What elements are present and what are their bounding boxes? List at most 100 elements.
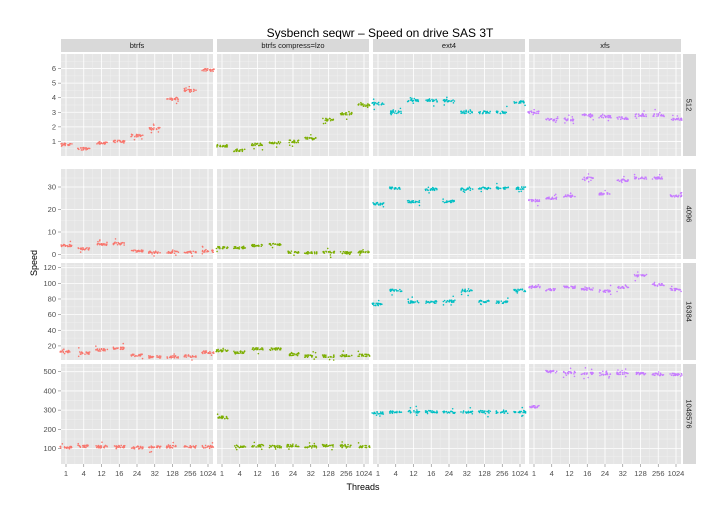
- data-point: [333, 355, 335, 358]
- data-point: [530, 111, 533, 114]
- x-tick-label: 1: [220, 469, 224, 478]
- data-point: [566, 119, 569, 121]
- data-point: [233, 445, 236, 447]
- data-point: [588, 113, 591, 116]
- data-point: [131, 249, 134, 252]
- data-point: [678, 194, 680, 197]
- data-point: [605, 373, 607, 375]
- data-point: [380, 103, 383, 106]
- data-point: [106, 243, 108, 245]
- data-point: [413, 409, 415, 412]
- row-strip-background: [683, 263, 696, 360]
- data-point: [87, 147, 90, 150]
- data-point: [205, 68, 207, 71]
- data-point: [368, 445, 371, 448]
- data-point: [599, 374, 601, 377]
- data-point: [378, 103, 380, 106]
- data-point: [204, 446, 207, 449]
- x-tick-label: 24: [133, 469, 141, 478]
- data-point: [552, 287, 555, 290]
- data-point: [643, 110, 645, 112]
- data-point: [411, 97, 413, 100]
- data-point: [471, 289, 473, 292]
- data-point: [193, 446, 195, 448]
- data-point: [565, 119, 568, 122]
- data-point: [85, 147, 87, 150]
- data-point: [220, 349, 223, 352]
- data-point: [189, 356, 192, 358]
- data-point: [187, 355, 190, 357]
- data-point: [201, 351, 203, 354]
- data-point: [418, 199, 421, 202]
- data-point: [567, 372, 570, 375]
- data-point: [287, 445, 290, 447]
- data-point: [381, 303, 383, 306]
- data-point: [141, 357, 144, 360]
- data-point: [395, 290, 398, 292]
- data-point: [95, 444, 97, 447]
- data-point: [260, 245, 263, 248]
- data-point: [98, 140, 101, 143]
- data-point: [426, 412, 429, 415]
- data-point: [77, 442, 80, 445]
- data-point: [442, 300, 445, 303]
- data-point: [270, 347, 273, 349]
- data-point: [251, 445, 253, 448]
- data-point: [157, 131, 160, 133]
- data-point: [294, 445, 297, 447]
- data-point: [151, 251, 153, 254]
- data-point: [323, 250, 325, 253]
- data-point: [83, 147, 85, 150]
- data-point: [530, 198, 532, 201]
- data-point: [528, 285, 531, 288]
- data-point: [523, 101, 525, 103]
- y-tick-label: 60: [48, 310, 56, 319]
- data-point: [349, 251, 352, 254]
- data-point: [185, 251, 188, 254]
- data-point: [328, 444, 331, 447]
- data-point: [323, 445, 326, 447]
- data-point: [412, 201, 415, 204]
- data-point: [97, 444, 100, 447]
- data-point: [624, 180, 627, 182]
- data-point: [670, 195, 673, 198]
- data-point: [84, 353, 86, 355]
- data-point: [152, 355, 155, 358]
- data-point: [191, 255, 194, 257]
- data-point: [68, 448, 71, 450]
- data-point: [99, 243, 101, 246]
- data-point: [471, 410, 473, 413]
- x-tick-label: 4: [238, 469, 242, 478]
- data-point: [288, 144, 291, 146]
- data-point: [293, 254, 295, 257]
- data-point: [314, 252, 316, 255]
- data-point: [322, 444, 324, 446]
- data-point: [133, 447, 136, 450]
- data-point: [240, 445, 242, 448]
- data-point: [412, 102, 415, 104]
- data-point: [98, 242, 100, 245]
- data-point: [130, 135, 132, 138]
- data-point: [537, 110, 540, 113]
- data-point: [676, 373, 678, 375]
- data-point: [253, 445, 255, 447]
- data-point: [567, 194, 570, 197]
- data-point: [680, 372, 683, 375]
- data-point: [362, 248, 364, 251]
- data-point: [589, 176, 591, 178]
- data-point: [436, 188, 438, 191]
- data-point: [239, 352, 242, 354]
- data-point: [69, 244, 72, 246]
- data-point: [450, 304, 452, 306]
- data-point: [173, 97, 176, 100]
- data-point: [210, 446, 213, 449]
- data-point: [276, 244, 279, 246]
- data-point: [636, 274, 638, 277]
- data-point: [586, 287, 589, 289]
- data-point: [515, 290, 518, 293]
- data-point: [407, 302, 410, 304]
- data-point: [77, 355, 80, 358]
- data-point: [311, 138, 314, 141]
- data-point: [528, 112, 531, 115]
- data-point: [460, 291, 463, 293]
